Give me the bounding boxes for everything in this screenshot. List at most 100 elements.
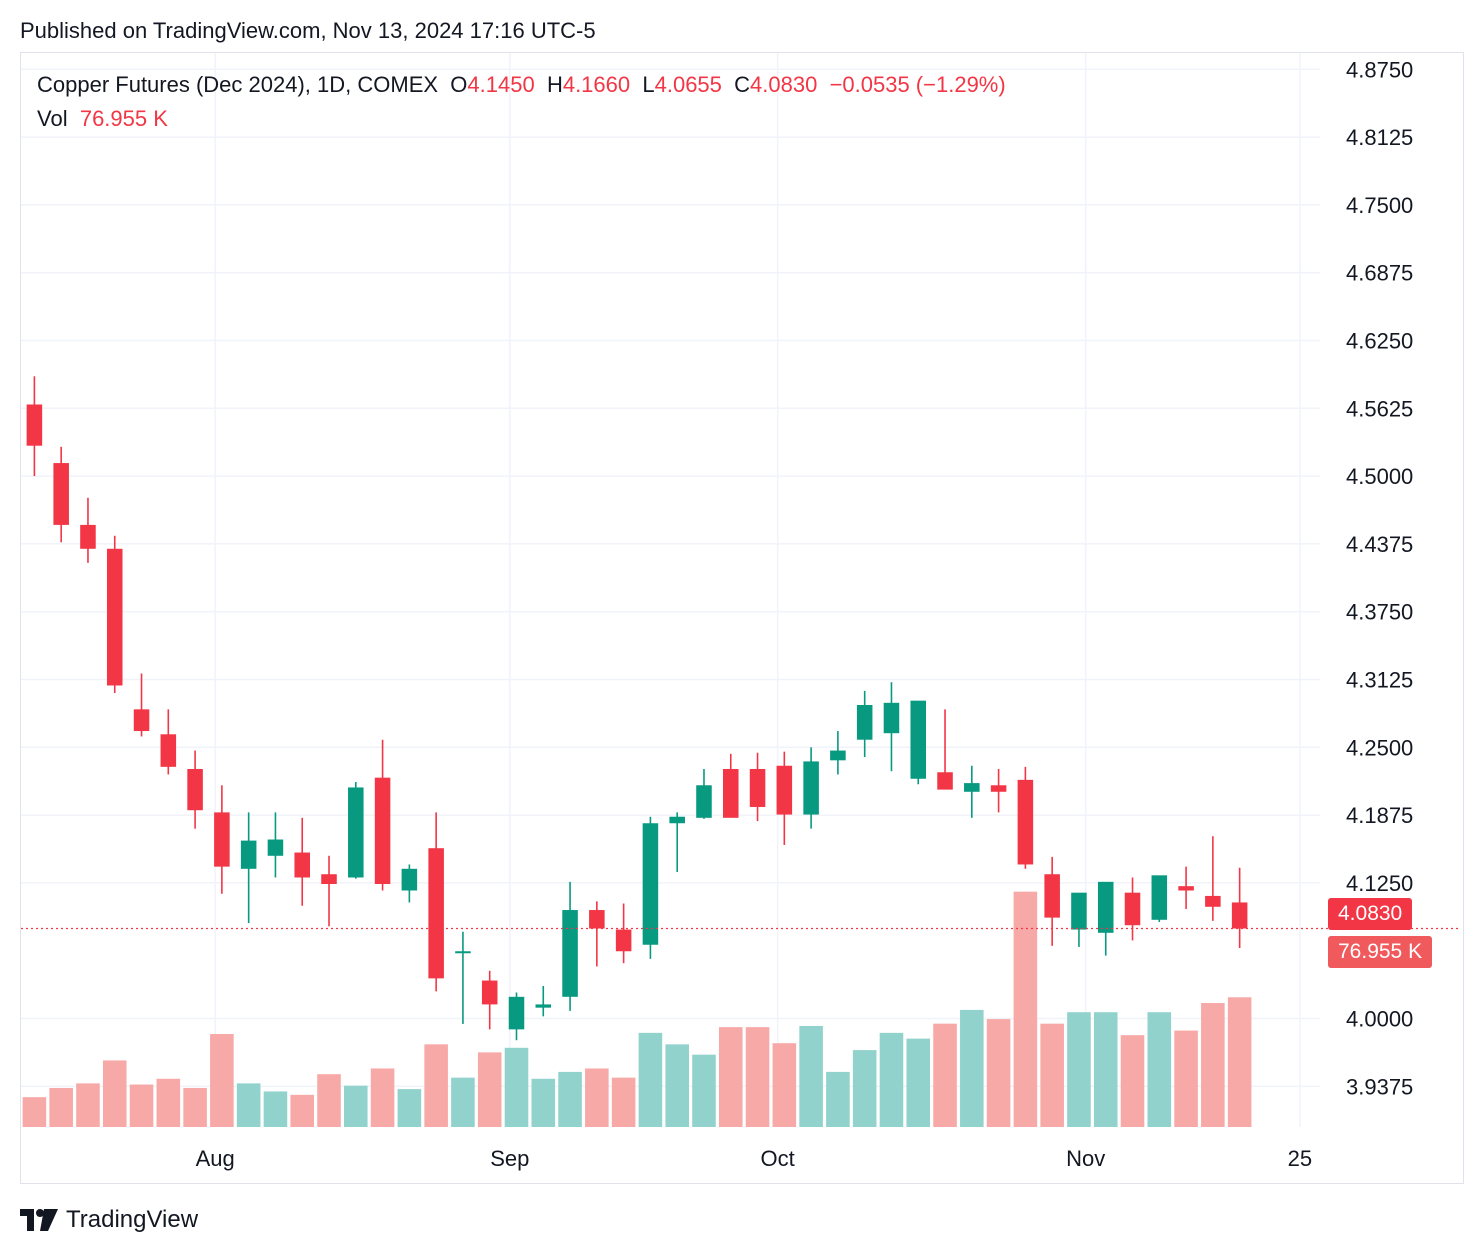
volume-bar-2 — [76, 1083, 100, 1127]
y-tick-label-2: 4.7500 — [1346, 193, 1413, 218]
candle-body-0 — [26, 404, 43, 446]
candle-body-30 — [830, 750, 846, 761]
y-tick-label-12: 4.1250 — [1346, 871, 1413, 896]
volume-bar-1 — [49, 1087, 73, 1127]
candle-body-10 — [294, 852, 310, 878]
volume-bar-31 — [852, 1050, 877, 1127]
volume-bar-40 — [1093, 1012, 1118, 1127]
tradingview-brand: TradingView — [66, 1206, 199, 1233]
candle-body-14 — [401, 868, 418, 891]
y-tick-label-13: 4.0000 — [1346, 1007, 1413, 1032]
last-price-badge: 4.0830 — [1328, 898, 1413, 930]
high-value: 4.1660 — [562, 72, 631, 97]
candle-body-28 — [776, 765, 793, 815]
y-tick-label-1: 4.8125 — [1346, 125, 1413, 150]
volume-bar-5 — [156, 1078, 181, 1127]
close-value: 4.0830 — [750, 72, 818, 97]
y-tick-label-0: 4.8750 — [1346, 57, 1413, 82]
candle-body-37 — [1017, 779, 1034, 865]
y-tick-label-11: 4.1875 — [1346, 803, 1413, 828]
low-label: L — [642, 72, 655, 97]
y-tick-label-4: 4.6250 — [1346, 328, 1413, 353]
volume-bar-44 — [1201, 1003, 1225, 1127]
volume-bar-12 — [344, 1085, 368, 1127]
candle-body-22 — [615, 929, 632, 952]
candle-body-9 — [267, 839, 284, 856]
published-text: Published on TradingView.com, Nov 13, 20… — [20, 18, 596, 43]
y-tick-label-8: 4.3750 — [1346, 600, 1413, 625]
volume-bar-27 — [745, 1027, 770, 1127]
candle-body-4 — [133, 709, 150, 732]
volume-bar-34 — [933, 1023, 957, 1127]
volume-legend: Vol 76.955 K — [37, 106, 168, 132]
candle-body-33 — [910, 700, 927, 779]
candle-body-45 — [1231, 902, 1248, 929]
volume-bar-28 — [772, 1043, 797, 1127]
candle-body-39 — [1071, 892, 1087, 930]
volume-bar-45 — [1227, 997, 1252, 1127]
candle-body-5 — [160, 734, 177, 767]
y-tick-label-7: 4.4375 — [1346, 532, 1413, 557]
volume-bar-18 — [504, 1047, 529, 1127]
volume-bar-9 — [263, 1091, 288, 1127]
candle-body-1 — [53, 463, 69, 525]
candle-body-43 — [1178, 886, 1194, 891]
candle-body-34 — [937, 772, 953, 790]
volume-bar-39 — [1067, 1012, 1091, 1127]
x-tick-label-4: 25 — [1288, 1146, 1312, 1171]
volume-bar-19 — [531, 1078, 556, 1127]
y-tick-label-6: 4.5000 — [1346, 464, 1413, 489]
volume-bar-30 — [826, 1071, 850, 1127]
volume-bar-6 — [183, 1087, 207, 1127]
high-label: H — [546, 72, 563, 97]
volume-bar-8 — [236, 1083, 261, 1127]
chart-area[interactable] — [20, 52, 1464, 1184]
candle-body-41 — [1124, 892, 1141, 926]
candle-body-6 — [187, 769, 203, 811]
volume-bar-23 — [638, 1032, 663, 1127]
candle-body-2 — [80, 524, 96, 549]
candle-body-31 — [856, 704, 873, 740]
close-label: C — [734, 72, 751, 97]
tradingview-logo[interactable]: TradingView — [20, 1203, 198, 1237]
open-value: 4.1450 — [467, 72, 535, 97]
volume-bar-17 — [477, 1052, 502, 1127]
candle-body-8 — [240, 840, 257, 869]
candle-body-3 — [106, 548, 123, 686]
volume-bar-15 — [424, 1044, 448, 1127]
volume-bar-33 — [906, 1038, 931, 1127]
y-tick-label-5: 4.5625 — [1346, 396, 1413, 421]
candle-body-35 — [964, 783, 980, 792]
y-tick-label-3: 4.6875 — [1346, 261, 1413, 286]
volume-bar-13 — [370, 1068, 395, 1127]
volume-bar-14 — [397, 1089, 422, 1127]
candle-body-23 — [642, 823, 659, 945]
y-tick-label-9: 4.3125 — [1346, 668, 1413, 693]
volume-bar-41 — [1120, 1035, 1145, 1127]
open-label: O — [450, 72, 468, 97]
volume-bar-11 — [317, 1074, 341, 1127]
volume-bar-32 — [879, 1032, 904, 1127]
candle-body-11 — [321, 874, 337, 884]
volume-bar-42 — [1147, 1012, 1172, 1127]
x-tick-label-1: Sep — [490, 1146, 529, 1171]
candle-body-27 — [749, 769, 766, 807]
candle-body-29 — [803, 761, 819, 815]
candle-body-21 — [589, 910, 605, 929]
candle-body-12 — [348, 787, 364, 878]
volume-bar-24 — [665, 1044, 689, 1127]
volume-bar-22 — [611, 1077, 636, 1127]
candle-body-32 — [883, 702, 900, 734]
volume-bar-3 — [102, 1060, 127, 1127]
candle-body-16 — [455, 951, 471, 954]
volume-bar-43 — [1174, 1030, 1198, 1127]
candle-body-25 — [696, 785, 712, 818]
candle-body-7 — [214, 812, 230, 867]
volume-label: Vol — [37, 106, 68, 131]
volume-bar-16 — [451, 1077, 475, 1127]
candle-body-19 — [535, 1004, 552, 1008]
x-tick-label-2: Oct — [761, 1146, 795, 1171]
x-tick-label-3: Nov — [1066, 1146, 1105, 1171]
volume-bar-26 — [718, 1027, 743, 1127]
